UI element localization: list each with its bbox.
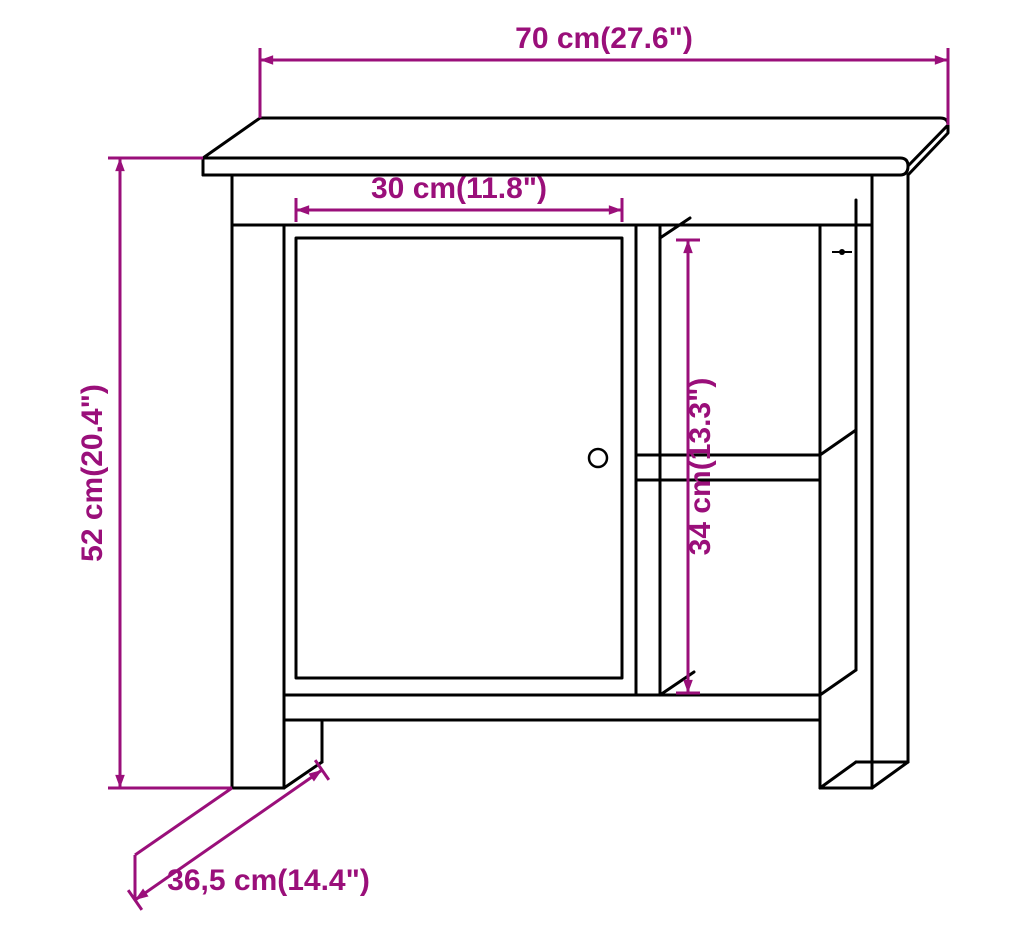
dim-width-label: 70 cm(27.6") [515,22,693,55]
dim-inner-height-label: 34 cm(13.3") [684,378,717,556]
dim-door-width-label: 30 cm(11.8") [371,172,547,205]
dim-height-label: 52 cm(20.4") [76,384,109,562]
dim-depth-label: 36,5 cm(14.4") [167,864,370,897]
furniture-dimension-diagram: 70 cm(27.6") 52 cm(20.4") 30 cm(11.8") 34 c… [0,0,1020,938]
